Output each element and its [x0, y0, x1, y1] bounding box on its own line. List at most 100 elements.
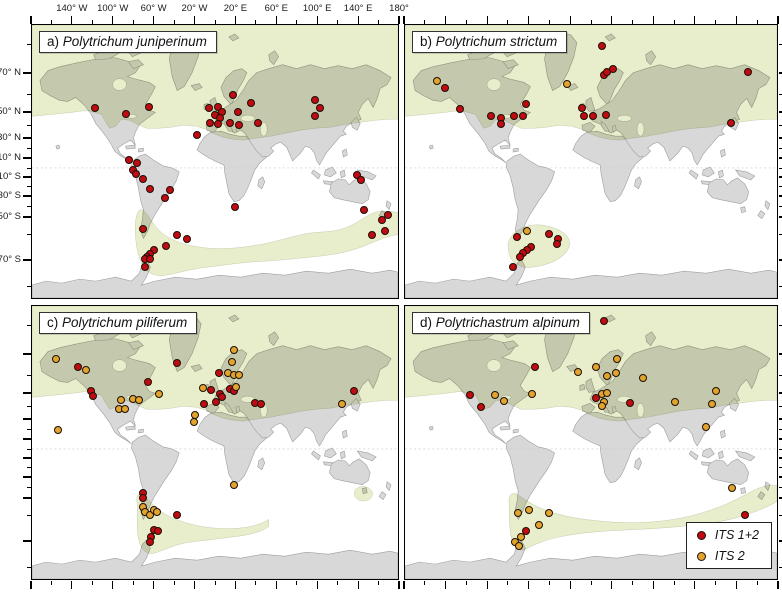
panel-letter: b)	[420, 34, 433, 49]
occurrence-marker	[510, 112, 519, 121]
occurrence-marker	[205, 119, 214, 128]
longitude-label: 140° E	[343, 3, 373, 14]
occurrence-marker	[602, 372, 611, 381]
legend-label: ITS 2	[714, 549, 745, 563]
longitude-label: 20° W	[181, 3, 208, 14]
occurrence-marker	[51, 354, 60, 363]
markers-layer	[32, 306, 398, 579]
axis-tick	[548, 581, 550, 585]
axis-tick	[403, 16, 405, 24]
orange-marker-icon	[696, 551, 706, 561]
occurrence-marker	[125, 156, 134, 165]
axis-tick	[23, 353, 31, 355]
axis-tick	[153, 16, 155, 24]
axis-tick	[590, 581, 592, 585]
occurrence-marker	[121, 405, 130, 414]
occurrence-marker	[601, 111, 610, 120]
occurrence-marker	[146, 255, 155, 264]
axis-tick	[528, 16, 530, 24]
occurrence-marker	[213, 120, 222, 129]
occurrence-marker	[522, 100, 531, 109]
occurrence-marker	[139, 225, 148, 234]
occurrence-marker	[155, 390, 164, 399]
occurrence-marker	[522, 527, 531, 536]
occurrence-marker	[253, 119, 262, 128]
panel-title: b) Polytrichum strictum	[412, 31, 568, 53]
longitude-label: 60° W	[140, 3, 167, 14]
axis-tick	[132, 581, 134, 585]
axis-tick	[673, 581, 675, 585]
axis-tick	[71, 16, 73, 24]
occurrence-marker	[531, 363, 540, 372]
axis-tick	[23, 216, 31, 218]
latitude-label: 30° S	[0, 190, 21, 201]
occurrence-marker	[671, 398, 680, 407]
axis-tick	[444, 16, 447, 24]
axis-tick	[507, 581, 509, 585]
species-name: Polytrichastrum alpinum	[435, 315, 580, 330]
occurrence-marker	[205, 104, 214, 113]
axis-tick	[255, 581, 257, 585]
axis-tick	[652, 16, 654, 24]
species-name: Polytrichum juniperinum	[62, 34, 207, 49]
panel-letter: c)	[47, 315, 59, 330]
occurrence-marker	[573, 367, 582, 376]
axis-tick	[153, 581, 155, 589]
occurrence-marker	[727, 119, 736, 128]
occurrence-marker	[608, 64, 617, 73]
occurrence-marker	[132, 169, 141, 178]
occurrence-marker	[578, 104, 587, 113]
occurrence-marker	[53, 426, 62, 435]
axis-tick	[357, 16, 359, 24]
occurrence-marker	[256, 400, 265, 409]
axis-tick	[23, 72, 31, 74]
occurrence-marker	[513, 233, 522, 242]
occurrence-marker	[712, 387, 721, 396]
axis-tick	[30, 16, 32, 24]
panel-title: c) Polytrichum piliferum	[39, 312, 198, 334]
latitude-label: 30° N	[0, 132, 21, 143]
markers-layer	[32, 25, 398, 298]
panel-title: a) Polytrichum juniperinum	[39, 31, 217, 53]
occurrence-marker	[150, 246, 159, 255]
latitude-label: 50° N	[0, 106, 21, 117]
axis-tick	[465, 581, 467, 585]
occurrence-marker	[350, 387, 359, 396]
occurrence-marker	[368, 231, 376, 240]
map-panel-b: b) Polytrichum strictum	[404, 24, 778, 299]
axis-tick	[528, 581, 530, 589]
occurrence-marker	[708, 400, 717, 409]
axis-tick	[112, 581, 114, 589]
occurrence-marker	[514, 509, 523, 518]
occurrence-marker	[602, 389, 611, 398]
panel-letter: a)	[47, 34, 60, 49]
occurrence-marker	[206, 386, 215, 395]
axis-tick	[378, 581, 380, 585]
occurrence-marker	[173, 510, 182, 519]
axis-tick	[275, 16, 277, 24]
axis-tick	[23, 392, 31, 394]
axis-tick	[403, 581, 405, 589]
occurrence-marker	[162, 242, 171, 251]
occurrence-marker	[528, 390, 537, 399]
axis-tick	[23, 497, 31, 499]
axis-tick	[275, 581, 277, 589]
occurrence-marker	[360, 205, 369, 214]
occurrence-marker	[702, 423, 711, 432]
axis-tick	[112, 16, 114, 24]
latitude-label: 70° N	[0, 67, 21, 78]
occurrence-marker	[625, 399, 634, 408]
axis-tick	[486, 581, 488, 589]
panel-title: d) Polytrichastrum alpinum	[412, 312, 590, 334]
axis-tick	[23, 176, 31, 178]
occurrence-marker	[230, 345, 239, 354]
occurrence-marker	[591, 394, 600, 403]
latitude-label: 70° S	[0, 254, 21, 265]
occurrence-marker	[357, 175, 366, 184]
occurrence-marker	[198, 384, 207, 393]
occurrence-marker	[228, 90, 237, 99]
axis-tick	[23, 476, 31, 478]
occurrence-marker	[476, 403, 485, 412]
axis-tick	[486, 16, 488, 24]
markers-layer	[405, 306, 777, 579]
